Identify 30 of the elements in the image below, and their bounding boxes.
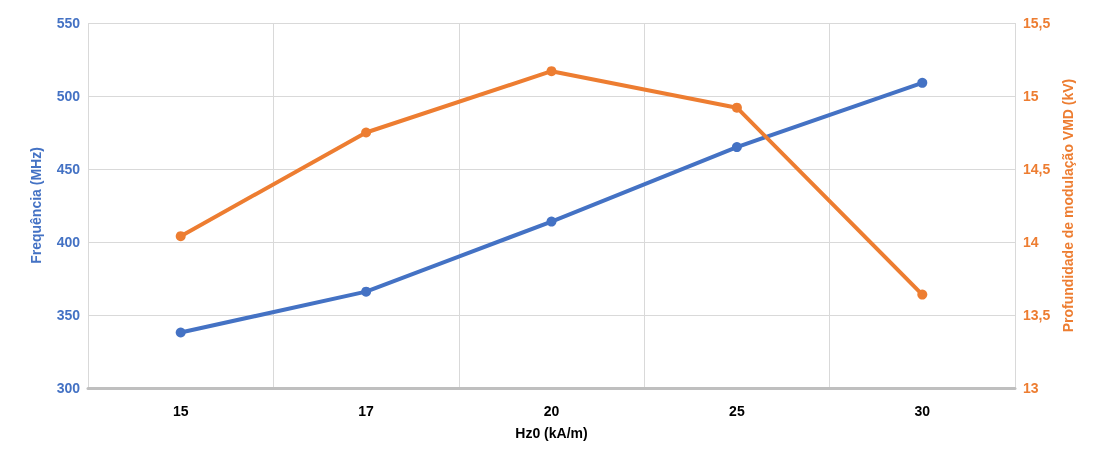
y2-tick-label: 15 bbox=[1023, 88, 1039, 104]
x-tick-label: 20 bbox=[543, 403, 560, 419]
y2-tick-label: 14,5 bbox=[1023, 161, 1051, 177]
point bbox=[917, 289, 928, 300]
y2-axis-title: Profundidade de modulação VMD (kV) bbox=[1060, 78, 1077, 333]
point bbox=[917, 77, 928, 88]
y-tick-label: 550 bbox=[56, 15, 81, 31]
y-tick-label: 400 bbox=[56, 234, 81, 250]
y-tick-label: 300 bbox=[56, 380, 81, 396]
point bbox=[361, 127, 372, 138]
x-tick-label: 25 bbox=[729, 403, 745, 419]
x-tick-label: 15 bbox=[172, 403, 189, 419]
point bbox=[731, 142, 742, 153]
y-tick-label: 350 bbox=[56, 307, 81, 323]
point bbox=[546, 216, 557, 227]
y-axis-title: Frequência (MHz) bbox=[28, 147, 44, 264]
point bbox=[546, 66, 557, 77]
y2-tick-label: 13,5 bbox=[1023, 307, 1051, 323]
y-tick-label: 500 bbox=[56, 88, 81, 104]
point bbox=[175, 327, 186, 338]
point bbox=[731, 102, 742, 113]
y-tick-label: 450 bbox=[56, 161, 81, 177]
x-tick-label: 17 bbox=[358, 403, 375, 419]
x-axis-title: Hz0 (kA/m) bbox=[515, 425, 588, 441]
y2-tick-label: 13 bbox=[1023, 380, 1039, 396]
y2-tick-label: 14 bbox=[1023, 234, 1039, 250]
x-tick-label: 30 bbox=[914, 403, 931, 419]
point bbox=[175, 231, 186, 242]
point bbox=[361, 286, 372, 297]
y2-tick-label: 15,5 bbox=[1023, 15, 1051, 31]
